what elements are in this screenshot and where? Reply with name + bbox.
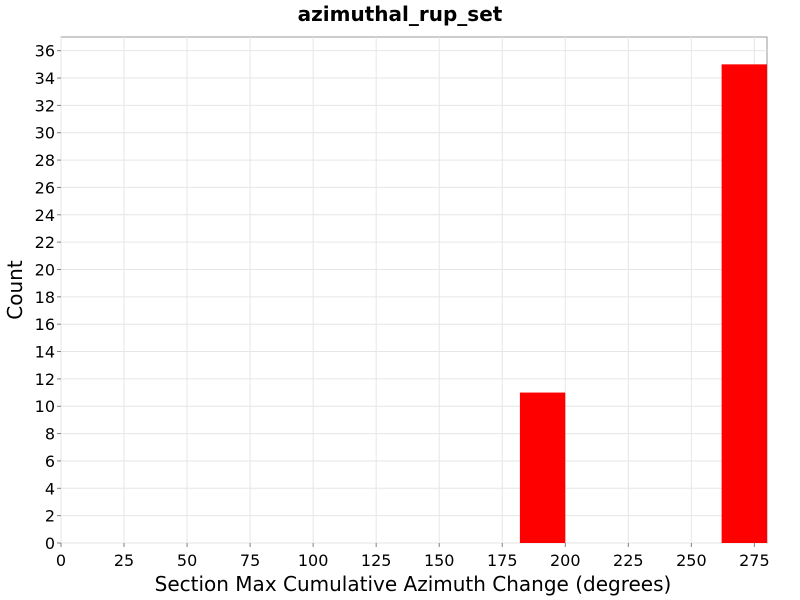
y-tick-label: 4 bbox=[45, 479, 55, 498]
y-tick-label: 30 bbox=[35, 124, 55, 143]
y-tick-label: 18 bbox=[35, 288, 55, 307]
bars bbox=[519, 64, 767, 543]
y-tick-label: 0 bbox=[45, 534, 55, 553]
x-tick-label: 100 bbox=[298, 551, 329, 570]
y-tick-label: 12 bbox=[35, 370, 55, 389]
y-tick-label: 22 bbox=[35, 233, 55, 252]
x-tick-label: 175 bbox=[487, 551, 518, 570]
x-tick-label: 200 bbox=[550, 551, 581, 570]
x-tick-label: 0 bbox=[56, 551, 66, 570]
y-tick-label: 26 bbox=[35, 178, 55, 197]
x-tick-label: 25 bbox=[114, 551, 134, 570]
histogram-bar bbox=[519, 392, 566, 543]
y-tick-label: 32 bbox=[35, 96, 55, 115]
histogram-bar bbox=[721, 64, 767, 543]
chart-title: azimuthal_rup_set bbox=[298, 2, 503, 26]
x-tick-label: 225 bbox=[613, 551, 644, 570]
y-tick-label: 16 bbox=[35, 315, 55, 334]
y-tick-label: 2 bbox=[45, 507, 55, 526]
plot-area bbox=[60, 36, 768, 544]
x-tick-label: 150 bbox=[424, 551, 455, 570]
x-tick-label: 275 bbox=[739, 551, 770, 570]
y-axis-label: Count bbox=[3, 260, 27, 320]
x-axis: 0 25 50 75 100 125 150 175 200 225 250 275 bbox=[56, 543, 770, 570]
y-tick-label: 24 bbox=[35, 206, 55, 225]
x-tick-label: 250 bbox=[676, 551, 707, 570]
y-tick-label: 14 bbox=[35, 343, 55, 362]
x-axis-label: Section Max Cumulative Azimuth Change (d… bbox=[155, 572, 672, 596]
y-tick-label: 34 bbox=[35, 69, 55, 88]
y-tick-label: 28 bbox=[35, 151, 55, 170]
x-tick-label: 50 bbox=[177, 551, 197, 570]
y-tick-label: 36 bbox=[35, 42, 55, 61]
x-tick-label: 75 bbox=[240, 551, 260, 570]
y-tick-label: 6 bbox=[45, 452, 55, 471]
y-tick-label: 10 bbox=[35, 397, 55, 416]
y-tick-label: 8 bbox=[45, 425, 55, 444]
x-tick-label: 125 bbox=[361, 551, 392, 570]
y-tick-label: 20 bbox=[35, 260, 55, 279]
